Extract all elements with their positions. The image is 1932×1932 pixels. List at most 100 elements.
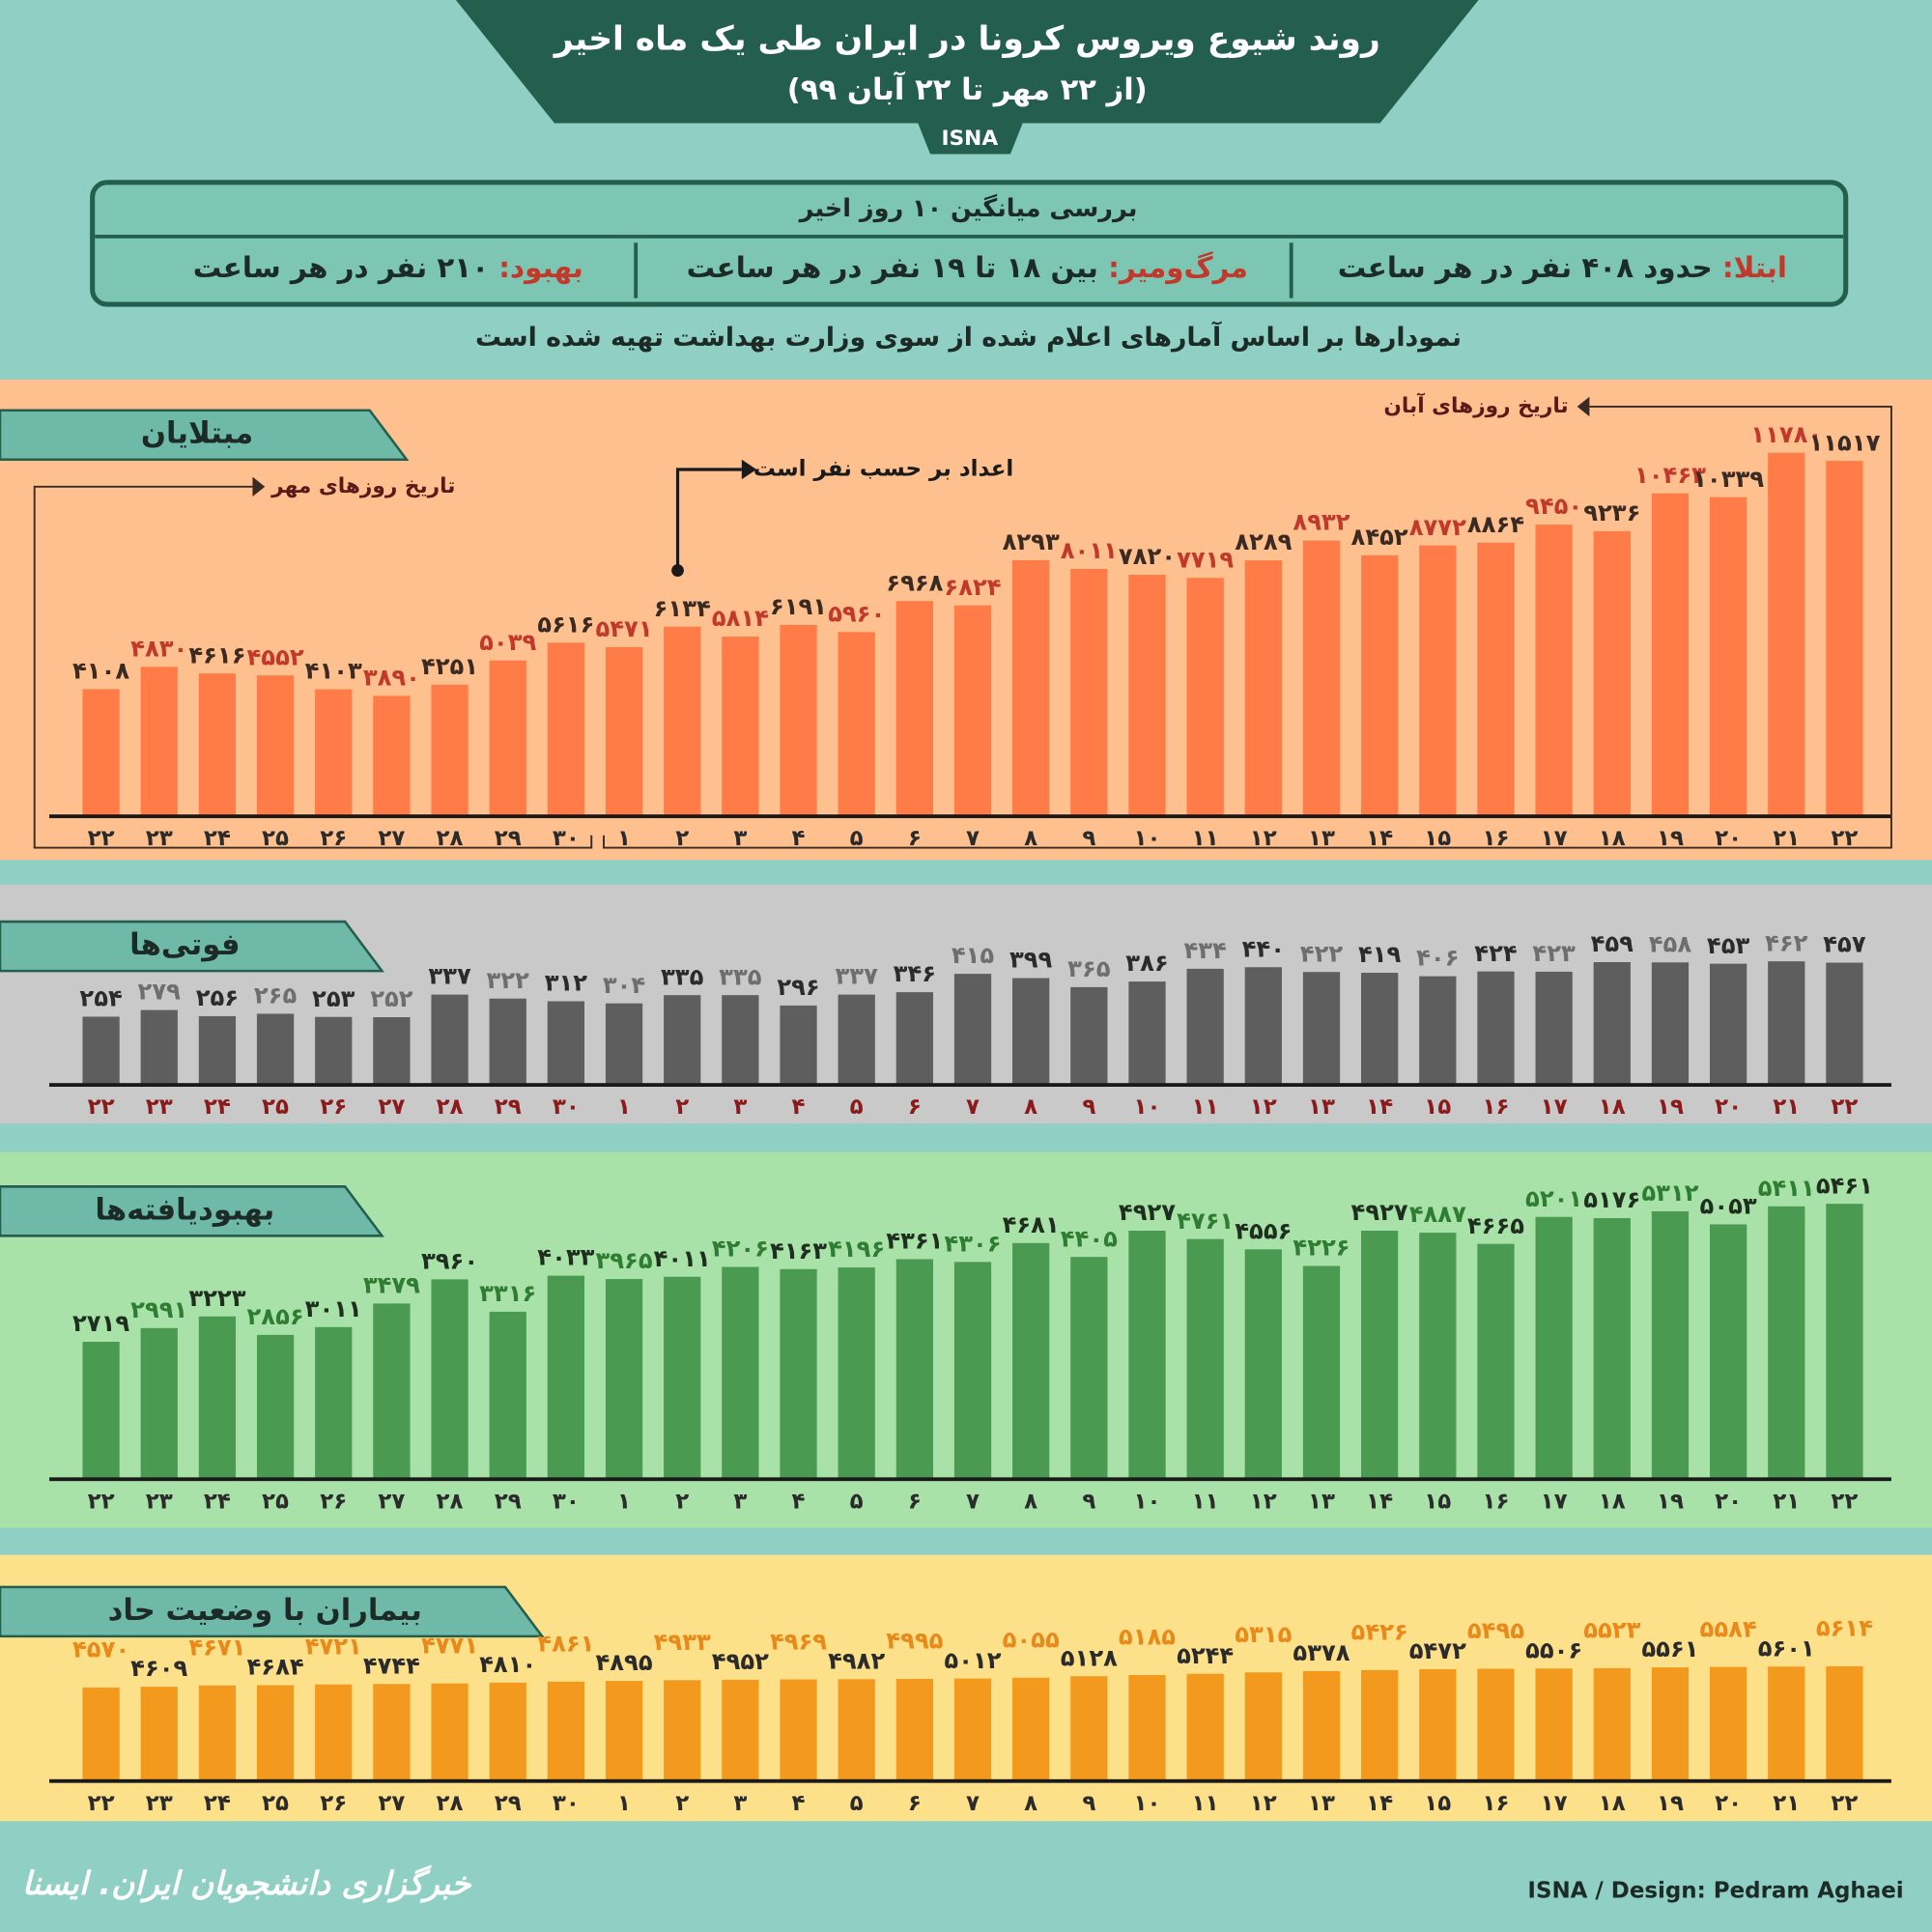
value-label: ۴۷۶۱ [1177,1208,1234,1235]
value-label: ۴۲۰۶ [712,1236,769,1263]
bar [373,1303,411,1479]
bar [1477,542,1515,816]
value-label: ۴۶۶۵ [1467,1212,1524,1239]
bar [780,624,817,816]
charts: مبتلایان۴۱۰۸۲۲۴۸۳۰۲۳۴۶۱۶۲۴۴۵۵۲۲۵۴۱۰۳۲۶۳۸… [0,379,1932,1822]
x-tick-label: ۲۳ [146,1791,173,1816]
value-label: ۴۵۳ [1707,932,1750,959]
value-label: ۴۱۶۳ [770,1237,827,1264]
value-label: ۲۸۵۶ [247,1303,304,1330]
x-tick-label: ۶ [908,826,922,851]
bar [431,1683,469,1781]
x-tick-label: ۲۵ [262,1094,289,1120]
value-label: ۴۱۰۳ [305,658,362,685]
value-label: ۶۱۹۱ [770,593,827,620]
bar [605,1681,643,1781]
x-tick-label: ۲ [675,826,689,851]
x-tick-label: ۲۶ [320,1791,347,1816]
footer-logo: خبرگزاری دانشجویان ایران. ایسنا [22,1864,472,1903]
chart-title: مبتلایان [141,417,253,451]
bar [780,1005,817,1085]
bar [431,684,469,816]
bar [664,1680,701,1781]
value-label: ۴۸۱۰ [479,1651,536,1678]
footer-credit: ISNA / Design: Pedram Aghaei [1527,1878,1903,1903]
bar [82,1687,120,1781]
bar [1651,962,1690,1085]
value-label: ۶۹۶۸ [886,569,943,596]
bar [1768,961,1805,1085]
bar [1244,560,1282,816]
arrow-head [252,476,266,497]
bracket [603,405,1892,849]
x-tick-label: ۸ [1024,826,1037,851]
bar [895,601,933,816]
value-label: ۴۲۳ [1532,940,1576,967]
x-tick-label: ۲۱ [1773,1094,1800,1120]
value-label: ۵۶۱۶ [537,611,594,638]
x-tick-label: ۳ [733,1094,747,1120]
bar [1826,461,1863,816]
value-label: ۴۵۵۲ [247,643,304,670]
value-label: ۵۳۷۸ [1293,1639,1350,1666]
x-tick-label: ۳ [733,1489,747,1514]
value-label: ۴۵۷ [1823,931,1866,958]
value-label: ۴۶۷۱ [188,1634,245,1662]
value-label: ۸۸۶۴ [1467,511,1524,538]
x-tick-label: ۱۳ [1308,1791,1335,1816]
x-tick-label: ۵ [850,1489,864,1514]
bar [547,1681,585,1781]
bar [1535,1216,1573,1479]
value-label: ۴۷۴۴ [363,1652,420,1679]
bar [780,1679,817,1781]
value-label: ۴۸۳۰ [130,636,187,663]
bar [1477,1243,1515,1479]
title: روند شیوع ویروس کرونا در ایران طی یک ماه… [553,20,1380,59]
x-tick-label: ۲۵ [262,1791,289,1816]
x-tick-label: ۱۶ [1482,1489,1509,1514]
value-label: ۱۱۵۱۷ [1808,429,1880,456]
bar [431,1279,469,1479]
x-tick-label: ۲ [675,1489,689,1514]
bar [1768,452,1805,816]
value-label: ۴۱۹۶ [828,1236,885,1263]
bar [605,1279,643,1479]
value-label: ۴۵۵۶ [1235,1217,1292,1244]
value-label: ۴۴۰ [1242,935,1285,962]
x-tick-label: ۲۱ [1773,1791,1800,1816]
summary-title: بررسی میانگین ۱۰ روز اخیر [798,193,1138,223]
value-label: ۵۲۰۱ [1525,1185,1582,1212]
bar [198,673,237,816]
bar [1477,1668,1515,1781]
bar [1361,1669,1399,1781]
bar [256,675,295,816]
x-tick-label: ۲۷ [378,1094,405,1120]
x-tick-label: ۷ [966,1489,980,1514]
bar [722,995,759,1085]
bar [547,642,585,816]
x-tick-label: ۲۲ [88,1489,115,1514]
title-banner [455,0,1479,124]
x-tick-label: ۱۹ [1657,1094,1684,1120]
x-tick-label: ۱۵ [1424,1094,1451,1120]
x-tick-label: ۱۸ [1599,1094,1626,1120]
bar [373,696,411,816]
bar [953,974,992,1085]
title-tab [0,920,384,973]
annotation: تاریخ روزهای مهر [270,474,455,498]
bar [1070,986,1108,1085]
bar [256,1334,295,1479]
value-label: ۸۰۱۱ [1061,537,1118,564]
summary-label: بهبود: [498,251,583,284]
x-tick-label: ۹ [1082,1094,1095,1120]
x-tick-label: ۶ [908,1094,922,1120]
bar [373,1684,411,1781]
value-label: ۵۱۷۶ [1583,1186,1640,1213]
x-tick-label: ۵ [850,1791,864,1816]
value-label: ۴۷۲۱ [305,1633,362,1660]
value-label: ۳۴۶ [894,960,936,987]
value-label: ۴۹۲۷ [1119,1199,1176,1226]
bar [895,992,933,1085]
value-label: ۳۹۶۵ [595,1247,652,1274]
value-label: ۵۸۱۴ [712,605,769,632]
